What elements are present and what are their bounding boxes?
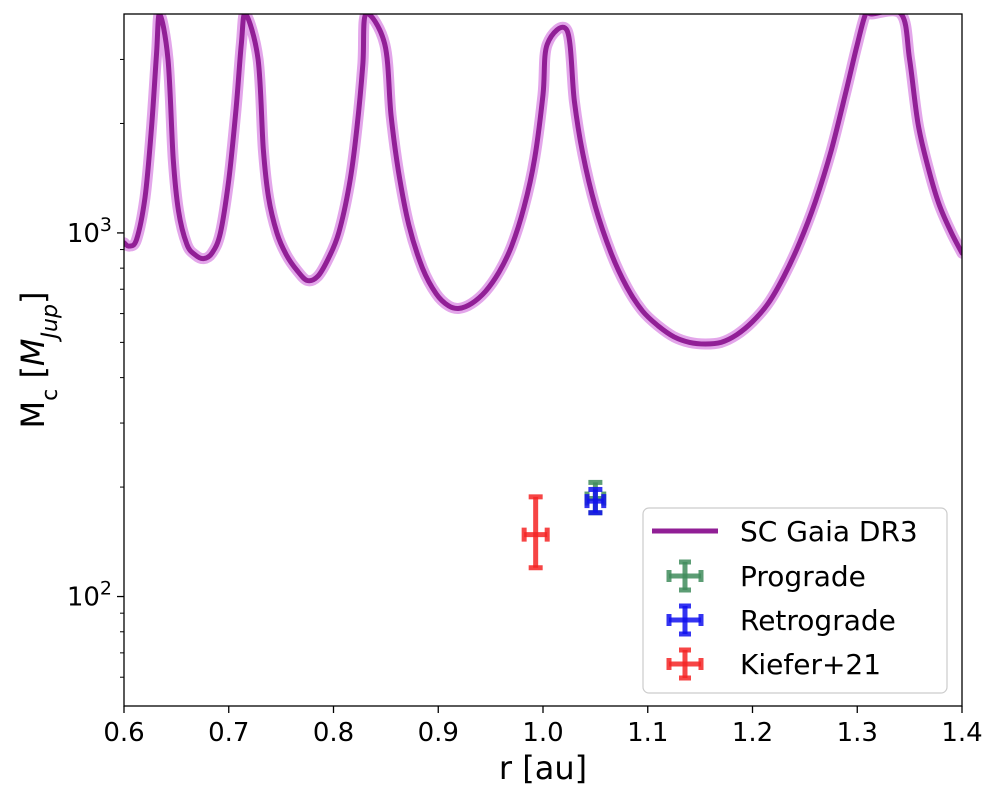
x-tick-label: 0.8 (313, 718, 354, 748)
x-tick-label: 1.2 (732, 718, 773, 748)
x-tick-label: 0.7 (208, 718, 249, 748)
legend-entry-sc-gaia-dr3: SC Gaia DR3 (652, 515, 918, 548)
plot-data (124, 14, 962, 571)
legend-label: Prograde (740, 560, 866, 593)
legend-entry-prograde: Prograde (666, 559, 866, 593)
y-axis-label: Mc [MJup] (14, 292, 63, 429)
x-tick-label: 1.0 (522, 718, 563, 748)
legend-label: Kiefer+21 (740, 648, 881, 681)
legend-label: SC Gaia DR3 (740, 515, 918, 548)
x-tick-label: 0.9 (418, 718, 459, 748)
x-tick-label: 1.4 (941, 718, 982, 748)
legend-entry-retrograde: Retrograde (666, 603, 896, 637)
errorbar-retrograde (584, 486, 607, 516)
plot-frame (123, 13, 963, 707)
series-line-sc-gaia-dr3 (124, 14, 962, 347)
x-tick-label: 1.3 (837, 718, 878, 748)
legend: SC Gaia DR3 Prograde Retrograde Kiefer+21 (642, 507, 948, 694)
legend-entry-kiefer-21: Kiefer+21 (666, 647, 881, 681)
errorbar-kiefer-21 (521, 494, 550, 571)
legend-label: Retrograde (740, 604, 896, 637)
axis-ticks: 0.6 0.7 0.8 0.9 1.0 1.1 1.2 1.3 1.4 102 103 (67, 58, 983, 748)
x-tick-label: 1.1 (627, 718, 668, 748)
x-tick-label: 0.6 (103, 718, 144, 748)
legend-box (642, 507, 948, 694)
x-axis-label: r [au] (499, 749, 587, 787)
y-tick-label: 103 (67, 214, 112, 249)
y-tick-label: 102 (67, 578, 112, 613)
